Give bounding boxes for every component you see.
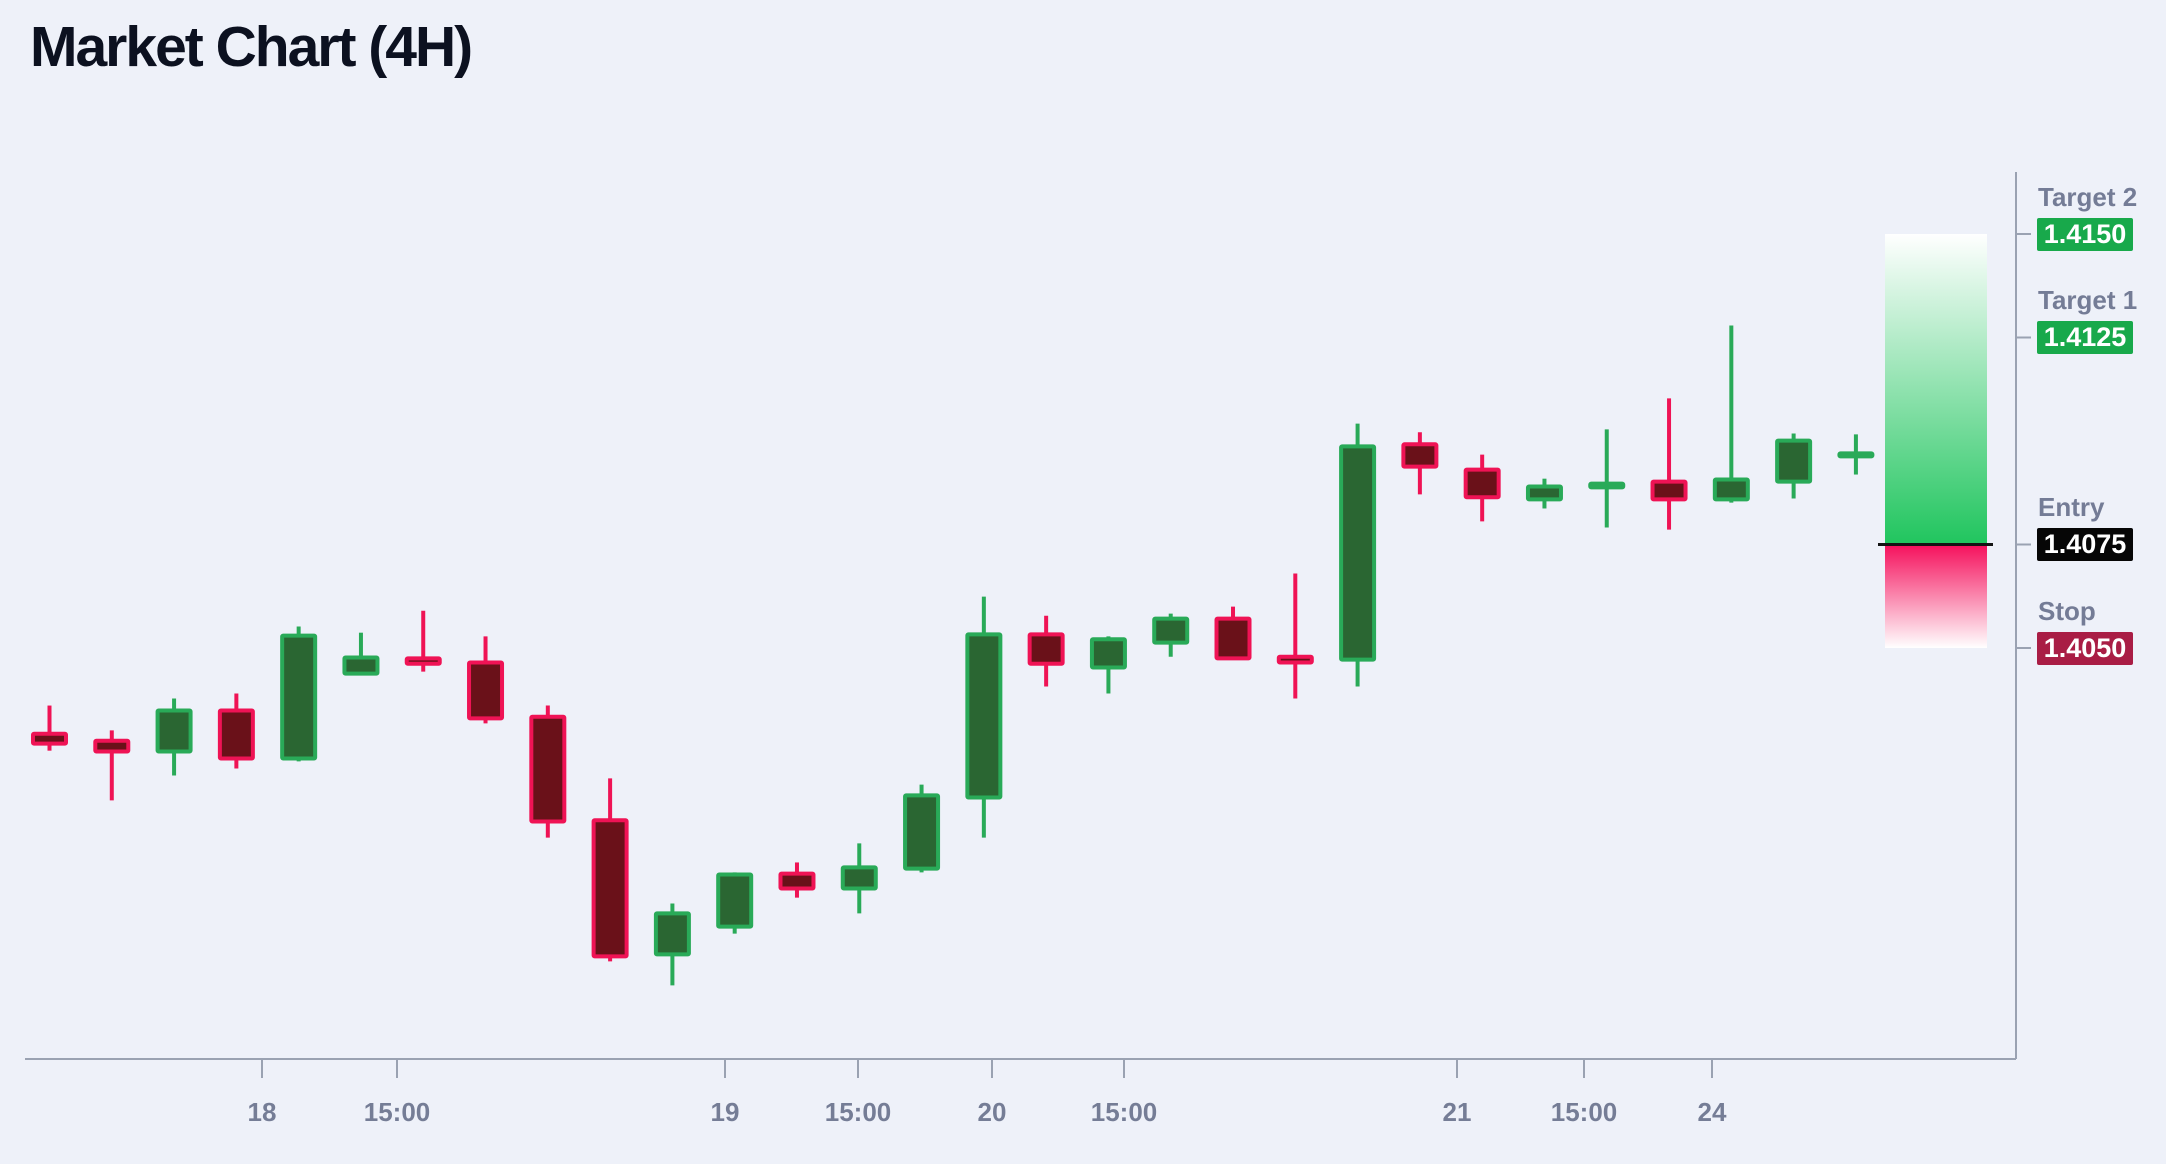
x-axis-tick-label: 24	[1698, 1097, 1727, 1127]
x-axis-tick-label: 19	[711, 1097, 740, 1127]
x-axis-tick-label: 20	[978, 1097, 1007, 1127]
candle-body	[467, 660, 505, 721]
candle-body	[342, 655, 380, 676]
candle-body	[965, 632, 1003, 800]
candle-body	[280, 633, 318, 761]
candle-body	[1588, 481, 1626, 490]
candle-body	[840, 865, 878, 891]
candle-body	[1152, 616, 1190, 645]
candle-body	[1463, 467, 1501, 500]
candle-body	[1214, 616, 1252, 661]
x-axis-tick-label: 18	[248, 1097, 277, 1127]
candle-body	[529, 714, 567, 824]
candle-body	[404, 656, 442, 666]
trade-zones	[1885, 234, 1987, 648]
x-axis-tick-label: 21	[1443, 1097, 1472, 1127]
candle-body	[217, 708, 255, 761]
x-axis-tick-label: 15:00	[825, 1097, 892, 1127]
candle-body	[1027, 632, 1065, 666]
candle-body	[1089, 637, 1127, 670]
level-label-entry: Entry	[2038, 492, 2105, 522]
candle-body	[1339, 444, 1377, 662]
x-axis-tick-label: 15:00	[1551, 1097, 1618, 1127]
candle-body	[1401, 442, 1439, 469]
x-axis-tick-label: 15:00	[1091, 1097, 1158, 1127]
profit-zone	[1885, 234, 1987, 545]
candle-body	[653, 911, 691, 957]
x-axis-tick-label: 15:00	[364, 1097, 431, 1127]
candle-body	[1276, 654, 1314, 665]
price-badge-entry: 1.4075	[2037, 528, 2133, 561]
candle-body	[31, 731, 68, 746]
candle-body	[716, 872, 754, 929]
candle-body	[903, 793, 941, 871]
candle-body	[1837, 451, 1875, 459]
candle-body	[778, 871, 816, 891]
candle-body	[1712, 477, 1750, 502]
axes: 18 15:00 19 15:00 20 15:00 21 15:00 24	[25, 172, 2031, 1127]
candle-body	[1650, 479, 1688, 502]
candle-body	[93, 738, 131, 754]
price-badge-stop: 1.4050	[2037, 631, 2133, 665]
level-label-stop: Stop	[2038, 595, 2096, 626]
loss-zone	[1885, 544, 1987, 648]
level-label-target1: Target 1	[2038, 285, 2138, 315]
candle-body	[591, 818, 629, 959]
price-badge-target1: 1.4125	[2037, 321, 2133, 354]
candles	[31, 325, 1875, 986]
candle-body	[1525, 484, 1563, 502]
candle-body	[1775, 438, 1813, 484]
candle-body	[155, 708, 193, 754]
price-badge-target2: 1.4150	[2037, 217, 2133, 251]
page-title: Market Chart (4H)	[30, 15, 473, 79]
level-label-target2: Target 2	[2038, 181, 2138, 212]
